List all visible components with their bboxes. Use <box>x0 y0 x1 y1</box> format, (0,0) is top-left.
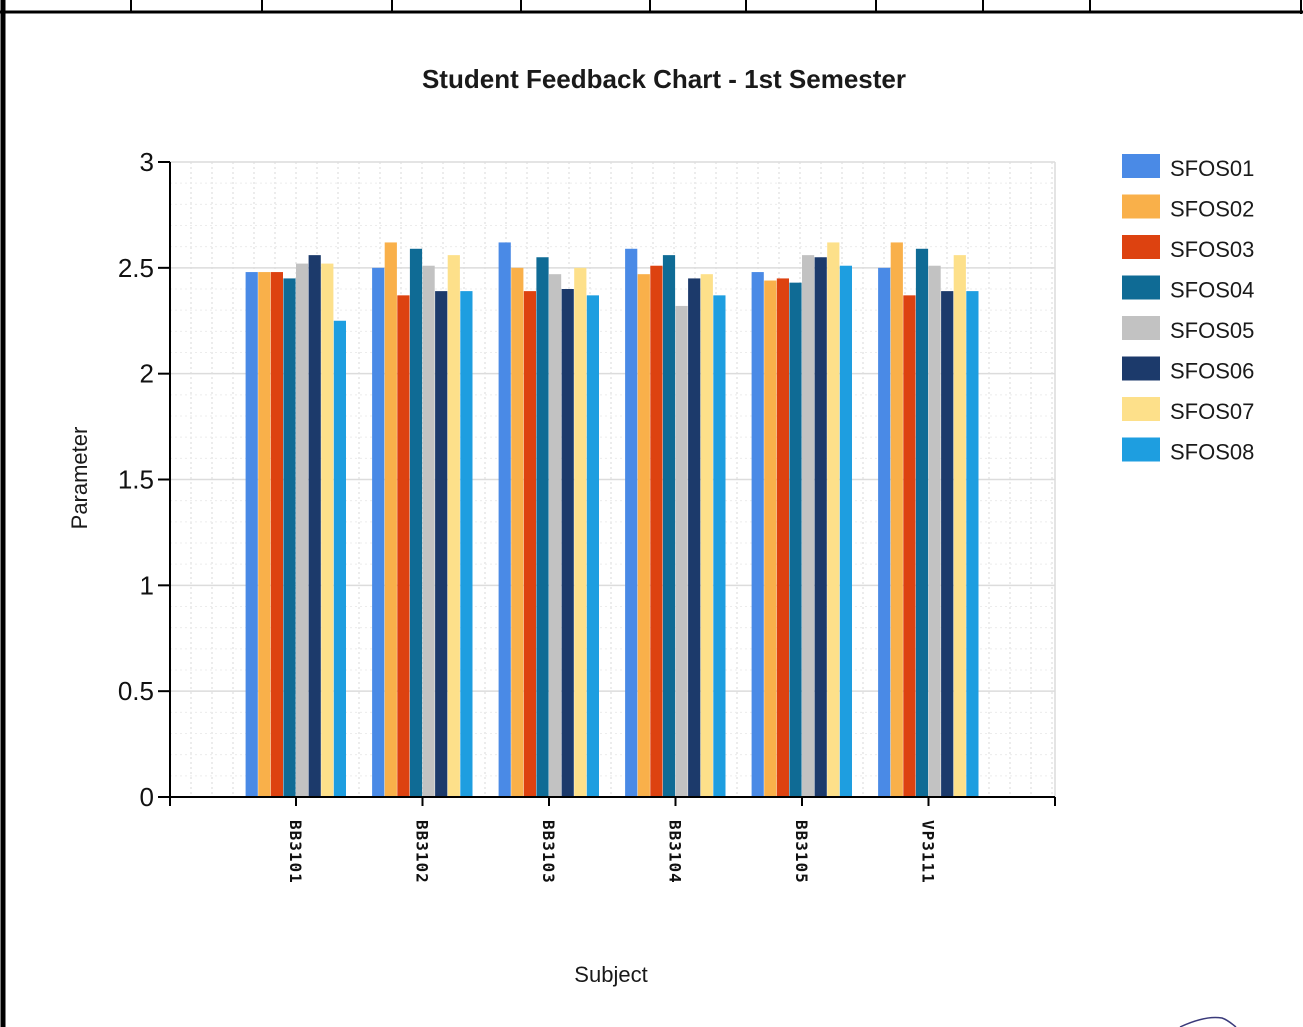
signature-stroke <box>1179 1016 1237 1027</box>
bar-sfos03-bb3105 <box>776 278 789 797</box>
y-tick-label: 0.5 <box>118 676 154 706</box>
bar-sfos01-bb3105 <box>751 272 764 797</box>
bar-sfos04-bb3103 <box>536 257 549 797</box>
bar-sfos03-bb3102 <box>397 295 410 797</box>
x-tick-label-vp3111: VP3111 <box>919 820 938 884</box>
bar-sfos03-bb3103 <box>523 291 536 797</box>
x-tick-label-bb3102: BB3102 <box>413 820 432 884</box>
x-tick-label-bb3104: BB3104 <box>666 820 685 884</box>
bar-sfos04-bb3102 <box>409 248 423 797</box>
bar-sfos02-bb3101 <box>258 272 271 797</box>
bar-sfos03-bb3101 <box>270 272 283 797</box>
x-axis-ticks: BB3101 BB3102 BB3103 BB3104 BB3105 VP3111 <box>169 797 1056 884</box>
bar-sfos01-bb3101 <box>245 272 258 797</box>
chart-title: Student Feedback Chart - 1st Semester <box>422 64 906 94</box>
x-tick-label-bb3105: BB3105 <box>792 820 811 884</box>
bar-sfos04-bb3104 <box>662 255 676 797</box>
bar-sfos04-bb3105 <box>789 282 802 797</box>
legend-label-sfos05: SFOS05 <box>1170 318 1254 343</box>
bar-sfos08-bb3105 <box>839 265 852 798</box>
legend-swatch-sfos06 <box>1122 356 1160 381</box>
bar-sfos06-bb3103 <box>561 289 574 797</box>
bar-sfos07-bb3104 <box>700 274 713 797</box>
legend-label-sfos04: SFOS04 <box>1170 278 1254 303</box>
legend-swatch-sfos04 <box>1122 275 1160 300</box>
bar-sfos05-bb3103 <box>549 274 562 797</box>
legend-label-sfos03: SFOS03 <box>1170 237 1254 262</box>
bar-sfos08-bb3103 <box>586 295 599 797</box>
legend-label-sfos07: SFOS07 <box>1170 399 1254 424</box>
bar-sfos02-vp3111 <box>890 242 903 797</box>
bar-sfos05-vp3111 <box>928 265 941 798</box>
bar-sfos06-bb3104 <box>688 278 701 797</box>
bar-sfos03-bb3104 <box>650 265 663 798</box>
bar-sfos05-bb3101 <box>296 263 309 798</box>
bar-sfos02-bb3103 <box>511 267 524 798</box>
y-tick-label: 0 <box>140 782 154 812</box>
bar-sfos06-vp3111 <box>941 291 954 797</box>
y-tick-label: 3 <box>140 147 154 177</box>
y-tick-label: 2.5 <box>118 253 154 283</box>
top-strip <box>0 0 1303 12</box>
legend-swatch-sfos07 <box>1122 397 1160 421</box>
bar-sfos05-bb3102 <box>422 265 435 798</box>
bar-sfos02-bb3105 <box>764 280 777 797</box>
bar-sfos05-bb3104 <box>675 305 688 797</box>
x-tick-label-bb3101: BB3101 <box>286 820 305 884</box>
bar-sfos02-bb3102 <box>384 242 397 797</box>
bar-sfos08-bb3104 <box>713 295 726 797</box>
legend: SFOS01 SFOS02 SFOS03 SFOS04 SFOS05 SFOS06 SFOS… <box>1122 154 1254 465</box>
bar-sfos07-vp3111 <box>953 255 966 797</box>
bar-sfos08-vp3111 <box>966 291 979 797</box>
bar-sfos01-bb3102 <box>372 267 385 798</box>
x-axis-title: Subject <box>574 962 647 987</box>
bar-sfos06-bb3101 <box>308 255 321 797</box>
bar-sfos03-vp3111 <box>903 295 916 797</box>
legend-swatch-sfos02 <box>1122 194 1160 219</box>
y-axis-ticks: 0 0.5 1 1.5 2 2.5 3 <box>118 147 170 812</box>
bar-sfos05-bb3105 <box>802 255 815 797</box>
bar-sfos02-bb3104 <box>637 274 650 797</box>
bar-sfos06-bb3102 <box>435 291 448 797</box>
bar-sfos07-bb3102 <box>447 255 460 797</box>
bar-sfos07-bb3105 <box>827 242 840 797</box>
y-tick-label: 2 <box>140 359 154 389</box>
bar-sfos04-bb3101 <box>283 278 296 797</box>
legend-label-sfos08: SFOS08 <box>1170 440 1254 465</box>
legend-label-sfos01: SFOS01 <box>1170 156 1254 181</box>
legend-swatch-sfos05 <box>1122 316 1160 340</box>
bar-sfos04-vp3111 <box>915 248 929 797</box>
bar-sfos07-bb3101 <box>321 263 334 798</box>
bar-sfos01-bb3104 <box>625 248 638 797</box>
legend-label-sfos02: SFOS02 <box>1170 197 1254 222</box>
y-axis-title: Parameter <box>67 427 92 530</box>
legend-swatch-sfos08 <box>1122 437 1160 462</box>
legend-label-sfos06: SFOS06 <box>1170 359 1254 384</box>
y-tick-label: 1.5 <box>118 465 154 495</box>
y-tick-label: 1 <box>140 570 154 600</box>
legend-swatch-sfos01 <box>1122 154 1160 178</box>
bar-sfos06-bb3105 <box>814 257 827 797</box>
bar-sfos08-bb3102 <box>460 291 473 797</box>
bar-sfos01-bb3103 <box>498 242 511 797</box>
bars <box>245 242 979 798</box>
x-tick-label-bb3103: BB3103 <box>539 820 558 884</box>
bar-sfos08-bb3101 <box>333 320 346 797</box>
bar-sfos01-vp3111 <box>878 267 891 798</box>
legend-swatch-sfos03 <box>1122 235 1160 259</box>
bar-sfos07-bb3103 <box>574 267 587 798</box>
